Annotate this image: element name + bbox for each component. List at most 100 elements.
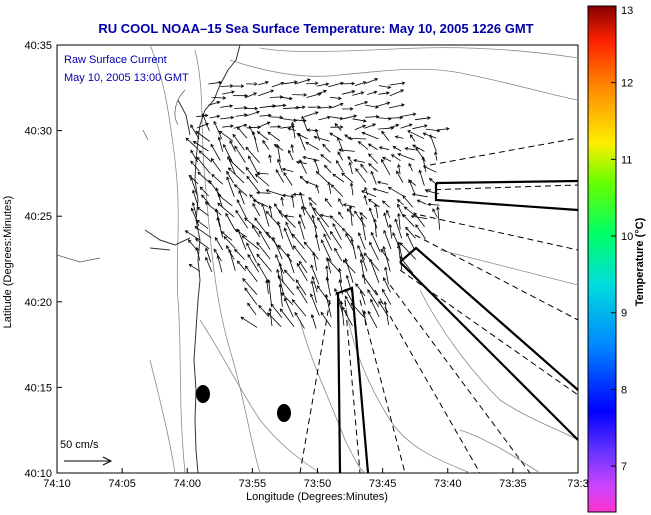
current-vector-head bbox=[216, 216, 220, 221]
current-vector bbox=[378, 92, 390, 95]
current-vector-head bbox=[257, 262, 261, 267]
current-vector-head bbox=[194, 226, 199, 230]
current-vector bbox=[253, 199, 269, 208]
current-vector bbox=[397, 153, 415, 161]
current-vector-head bbox=[298, 260, 303, 265]
current-vector-head bbox=[400, 89, 405, 93]
current-vector bbox=[237, 260, 246, 272]
current-vector-head bbox=[390, 154, 395, 158]
current-vector bbox=[352, 118, 367, 122]
current-vector bbox=[383, 246, 391, 272]
current-vector-head bbox=[232, 133, 236, 138]
current-vector-head bbox=[432, 208, 436, 213]
current-vector bbox=[353, 159, 365, 163]
current-vector-head bbox=[341, 172, 345, 177]
current-vector-head bbox=[334, 288, 338, 292]
current-vector bbox=[395, 136, 404, 139]
current-vector-head bbox=[310, 280, 314, 285]
colorbar-tick-label: 8 bbox=[621, 384, 627, 396]
current-vector-head bbox=[326, 258, 331, 262]
current-vector bbox=[306, 93, 322, 98]
current-vector-head bbox=[325, 265, 329, 269]
current-vector bbox=[220, 85, 233, 87]
current-vector-head bbox=[338, 211, 342, 216]
current-vector bbox=[382, 200, 390, 208]
current-vector bbox=[396, 170, 404, 183]
current-vector-head bbox=[360, 91, 365, 95]
current-vector bbox=[362, 132, 379, 140]
current-vector-head bbox=[254, 106, 259, 111]
current-vector-head bbox=[362, 81, 367, 85]
current-vector bbox=[208, 180, 222, 197]
current-vector bbox=[370, 299, 380, 318]
current-vector bbox=[323, 233, 333, 251]
current-vector bbox=[322, 143, 331, 153]
map-title: RU COOL NOAA–15 Sea Surface Temperature:… bbox=[98, 21, 533, 36]
current-vector-head bbox=[247, 302, 251, 307]
current-vector-head bbox=[415, 147, 419, 151]
current-vector bbox=[258, 305, 270, 318]
current-vector-head bbox=[404, 146, 409, 151]
current-vector-head bbox=[237, 228, 241, 233]
current-vector bbox=[345, 258, 354, 283]
current-vector bbox=[415, 224, 426, 240]
current-vector-head bbox=[353, 158, 357, 163]
current-vector bbox=[190, 150, 198, 163]
current-vector-head bbox=[399, 242, 404, 246]
current-vector bbox=[349, 162, 353, 175]
current-vector bbox=[402, 214, 415, 227]
current-vector-head bbox=[196, 156, 200, 161]
current-vector-head bbox=[291, 124, 296, 129]
current-vector-head bbox=[397, 203, 401, 208]
current-vector bbox=[312, 215, 318, 238]
current-vector-head bbox=[240, 84, 245, 88]
current-vector-head bbox=[405, 226, 409, 231]
current-vector-head bbox=[402, 213, 407, 218]
current-vector bbox=[364, 123, 376, 129]
current-vector-head bbox=[267, 131, 272, 136]
current-vector-head bbox=[256, 253, 260, 258]
current-vector bbox=[299, 159, 307, 174]
current-vector bbox=[258, 230, 271, 250]
current-vector-head bbox=[378, 146, 383, 150]
current-vector bbox=[259, 105, 276, 109]
current-vector-head bbox=[387, 186, 392, 191]
current-vector-head bbox=[303, 93, 308, 97]
y-tick-label: 40:30 bbox=[24, 126, 52, 138]
current-vector-head bbox=[238, 190, 242, 194]
current-vector bbox=[294, 312, 305, 329]
current-vector bbox=[287, 253, 295, 274]
current-vector bbox=[350, 183, 354, 196]
current-vector-head bbox=[204, 113, 209, 118]
current-vector-head bbox=[278, 283, 283, 288]
current-vector bbox=[190, 124, 200, 140]
current-vector-head bbox=[368, 163, 372, 167]
current-vector-head bbox=[324, 293, 329, 298]
current-vector-head bbox=[195, 131, 200, 135]
current-vector bbox=[316, 285, 332, 305]
current-vector bbox=[407, 130, 425, 140]
current-vector bbox=[349, 205, 353, 227]
current-vector bbox=[234, 107, 247, 109]
current-vector bbox=[241, 235, 260, 250]
current-vector bbox=[205, 248, 212, 263]
current-vector-head bbox=[339, 125, 344, 129]
current-vector bbox=[188, 175, 199, 185]
current-vector-head bbox=[341, 306, 346, 311]
site-marker bbox=[277, 404, 291, 422]
current-vector-head bbox=[195, 238, 199, 242]
current-vector-head bbox=[267, 312, 271, 317]
current-vector bbox=[338, 211, 344, 219]
current-vector-head bbox=[328, 105, 333, 109]
current-vector bbox=[364, 311, 366, 326]
current-vector bbox=[361, 216, 367, 241]
current-vector bbox=[272, 237, 283, 260]
current-vector bbox=[379, 146, 390, 151]
current-vector-head bbox=[427, 116, 431, 120]
current-vector-head bbox=[188, 174, 193, 179]
current-vector bbox=[328, 82, 344, 88]
current-vector bbox=[326, 265, 329, 283]
current-vector bbox=[437, 206, 441, 230]
current-vector-head bbox=[348, 205, 353, 209]
current-vector-head bbox=[372, 187, 377, 192]
